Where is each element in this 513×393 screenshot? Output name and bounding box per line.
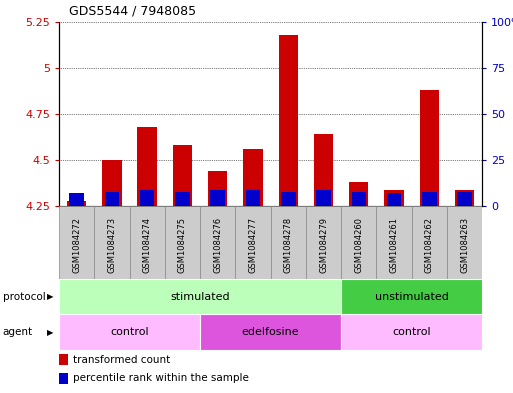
Bar — [69, 193, 84, 206]
Bar — [246, 190, 260, 206]
Bar — [351, 191, 366, 206]
Text: GSM1084278: GSM1084278 — [284, 217, 293, 274]
Bar — [235, 206, 271, 279]
Bar — [316, 190, 331, 206]
Text: GSM1084261: GSM1084261 — [389, 217, 399, 273]
Text: GSM1084277: GSM1084277 — [248, 217, 258, 274]
Bar — [411, 206, 447, 279]
Bar — [165, 206, 200, 279]
Text: stimulated: stimulated — [170, 292, 230, 302]
Text: control: control — [392, 327, 431, 337]
Text: GSM1084272: GSM1084272 — [72, 217, 81, 273]
Text: GDS5544 / 7948085: GDS5544 / 7948085 — [69, 5, 196, 18]
Bar — [377, 206, 411, 279]
Bar — [455, 190, 475, 206]
Bar — [210, 190, 225, 206]
Bar — [137, 127, 157, 206]
Bar — [102, 160, 122, 206]
Text: GSM1084279: GSM1084279 — [319, 217, 328, 273]
Bar — [384, 190, 404, 206]
Bar — [105, 191, 119, 206]
Bar — [420, 90, 439, 206]
Bar — [173, 145, 192, 206]
Text: percentile rank within the sample: percentile rank within the sample — [73, 373, 249, 384]
Bar — [341, 206, 377, 279]
Bar — [349, 182, 368, 206]
Bar — [59, 206, 94, 279]
Bar — [341, 279, 482, 314]
Text: GSM1084262: GSM1084262 — [425, 217, 434, 273]
Bar — [59, 314, 200, 350]
Bar — [200, 314, 341, 350]
Bar — [447, 206, 482, 279]
Bar — [208, 171, 227, 206]
Text: control: control — [110, 327, 149, 337]
Text: unstimulated: unstimulated — [374, 292, 449, 302]
Bar — [67, 201, 86, 206]
Bar — [306, 206, 341, 279]
Text: protocol: protocol — [3, 292, 45, 302]
Bar — [270, 206, 306, 279]
Text: ▶: ▶ — [47, 292, 54, 301]
Text: ▶: ▶ — [47, 328, 54, 336]
Text: GSM1084273: GSM1084273 — [107, 217, 116, 274]
Bar — [59, 279, 341, 314]
Text: agent: agent — [3, 327, 33, 337]
Bar — [422, 191, 437, 206]
Text: GSM1084276: GSM1084276 — [213, 217, 222, 274]
Bar — [457, 191, 472, 206]
Bar — [200, 206, 235, 279]
Bar — [341, 314, 482, 350]
Text: GSM1084275: GSM1084275 — [178, 217, 187, 273]
Bar — [175, 191, 190, 206]
Bar — [243, 149, 263, 206]
Bar — [129, 206, 165, 279]
Bar — [387, 193, 401, 206]
Bar — [279, 35, 298, 206]
Text: edelfosine: edelfosine — [242, 327, 300, 337]
Bar — [140, 190, 154, 206]
Bar — [94, 206, 130, 279]
Bar — [281, 191, 295, 206]
Bar — [314, 134, 333, 206]
Text: GSM1084260: GSM1084260 — [354, 217, 363, 273]
Text: GSM1084263: GSM1084263 — [460, 217, 469, 274]
Text: transformed count: transformed count — [73, 354, 171, 365]
Text: GSM1084274: GSM1084274 — [143, 217, 152, 273]
